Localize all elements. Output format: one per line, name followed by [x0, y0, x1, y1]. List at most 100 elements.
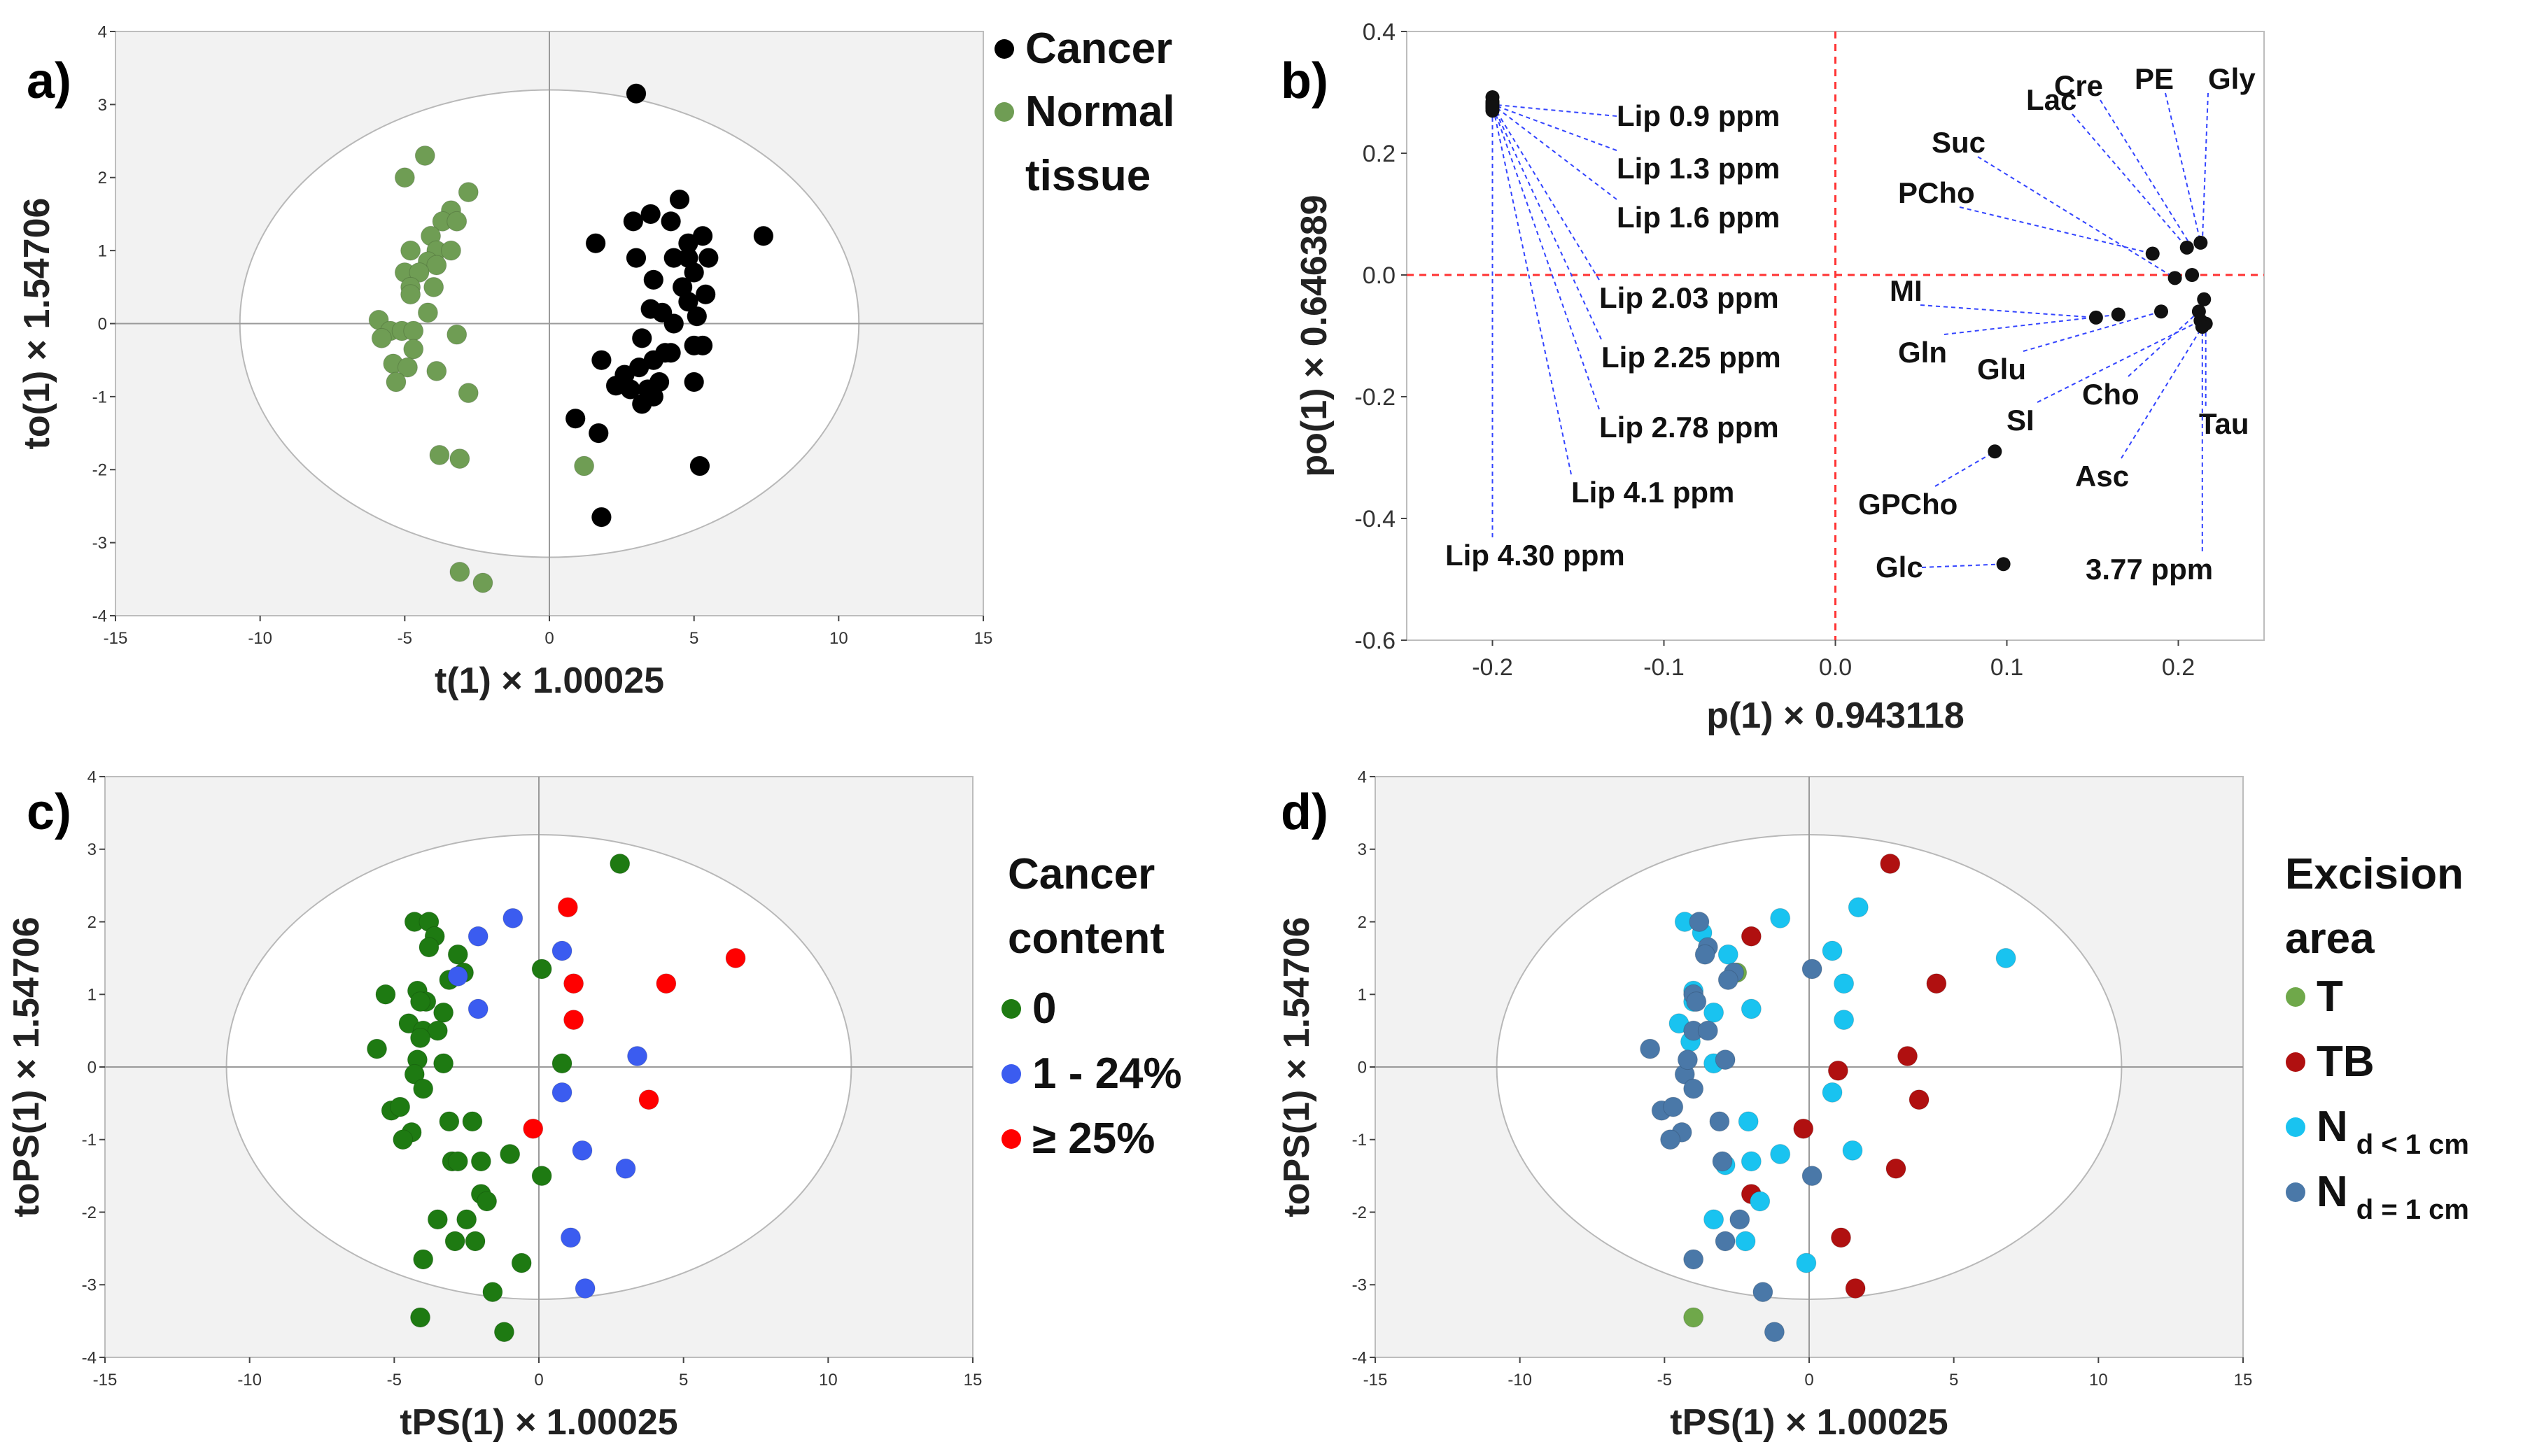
data-point [631, 327, 652, 348]
loading-label: Asc [2075, 460, 2129, 493]
data-point [427, 1020, 448, 1041]
y-tick-label: 4 [87, 768, 97, 786]
y-tick-label: 2 [1358, 913, 1367, 932]
y-tick-label: 0.0 [1363, 262, 1396, 289]
data-point [725, 947, 746, 968]
data-point [661, 211, 682, 232]
y-tick-label: 3 [1358, 840, 1367, 859]
loading-label: Lip 4.1 ppm [1571, 476, 1734, 509]
y-tick-label: 0.2 [1363, 141, 1396, 167]
y-axis-title: po(1) × 0.646389 [1294, 195, 1335, 476]
data-point [574, 455, 595, 476]
data-point [426, 255, 447, 276]
data-point [661, 342, 682, 363]
data-point [447, 324, 468, 345]
data-point [591, 350, 612, 371]
data-point [2179, 240, 2194, 255]
data-point [447, 1151, 468, 1172]
data-point [615, 1158, 636, 1179]
y-tick-label: 0 [1358, 1058, 1367, 1077]
loading-label: Cre [2054, 69, 2103, 102]
y-tick-label: 0 [87, 1058, 97, 1077]
data-point [1485, 99, 1500, 114]
data-point [1697, 1020, 1718, 1041]
y-tick-label: 1 [1358, 986, 1367, 1005]
data-point [1801, 1166, 1822, 1187]
data-point [1717, 944, 1738, 965]
y-tick-label: -0.4 [1354, 506, 1396, 532]
leader-line [1977, 156, 2176, 279]
data-point [626, 83, 647, 104]
y-tick-label: -4 [1352, 1348, 1367, 1367]
legend-subscript: d < 1 cm [2356, 1129, 2469, 1160]
data-point [449, 561, 470, 582]
loading-label: Cho [2082, 378, 2139, 411]
data-point [403, 339, 424, 360]
data-point [1834, 973, 1855, 994]
data-point [1715, 1231, 1736, 1252]
legend-subscript: d = 1 cm [2356, 1194, 2469, 1225]
data-point [447, 944, 468, 965]
loading-label: Tau [2199, 407, 2249, 440]
data-point [367, 1038, 388, 1059]
panel-label: c) [27, 784, 71, 840]
data-point [626, 248, 647, 269]
x-axis-title: p(1) × 0.943118 [1706, 695, 1965, 736]
x-tick-label: 15 [964, 1371, 983, 1390]
leader-line [1491, 104, 1602, 340]
x-axis-title: tPS(1) × 1.00025 [400, 1402, 677, 1443]
x-tick-label: 15 [974, 629, 993, 648]
loading-label: Lip 1.3 ppm [1617, 152, 1780, 185]
leader-line [2201, 92, 2209, 243]
data-point [643, 269, 664, 290]
data-point [403, 320, 424, 341]
x-tick-label: 0 [1804, 1371, 1813, 1390]
y-tick-label: -4 [92, 607, 107, 625]
loading-label: Lip 4.30 ppm [1445, 539, 1625, 572]
loading-label: Lip 1.6 ppm [1617, 201, 1780, 234]
y-tick-label: -0.6 [1354, 628, 1396, 654]
leader-line [1920, 304, 2096, 318]
loading-label: GPCho [1858, 488, 1958, 521]
leader-line [2165, 92, 2202, 243]
data-point [477, 1191, 498, 1212]
legend-title: content [1008, 914, 1165, 963]
loading-label: MI [1890, 274, 1923, 307]
x-tick-label: 10 [829, 629, 848, 648]
data-point [1703, 1002, 1724, 1023]
data-point [698, 248, 719, 269]
legend-marker [995, 102, 1014, 122]
y-tick-label: 0.4 [1363, 19, 1396, 45]
data-point [1770, 907, 1791, 928]
legend-label: 0 [1032, 984, 1056, 1033]
y-tick-label: -4 [82, 1348, 97, 1367]
data-point [1683, 1249, 1704, 1270]
x-tick-label: 5 [689, 629, 698, 648]
data-point [400, 240, 421, 261]
data-point [1741, 1151, 1762, 1172]
y-tick-label: 4 [98, 22, 107, 41]
data-point [1830, 1227, 1851, 1248]
data-point [493, 1322, 514, 1343]
data-point [1834, 1010, 1855, 1031]
data-point [393, 1129, 414, 1150]
data-point [2185, 268, 2200, 282]
y-tick-label: 2 [87, 913, 97, 932]
data-point [1827, 1060, 1848, 1081]
data-point [1880, 854, 1901, 874]
data-point [1988, 444, 2002, 459]
data-point [588, 423, 609, 444]
data-point [2193, 235, 2208, 250]
data-point [1750, 1191, 1771, 1212]
data-point [753, 225, 774, 246]
loading-label: Glc [1876, 551, 1923, 584]
data-point [449, 448, 470, 469]
data-point [684, 372, 705, 393]
loading-label: Lip 0.9 ppm [1617, 99, 1780, 132]
loading-label: 3.77 ppm [2086, 553, 2213, 586]
leader-line [2072, 113, 2188, 248]
x-axis-title: tPS(1) × 1.00025 [1670, 1402, 1948, 1443]
data-point [563, 1010, 584, 1031]
data-point [414, 145, 435, 166]
